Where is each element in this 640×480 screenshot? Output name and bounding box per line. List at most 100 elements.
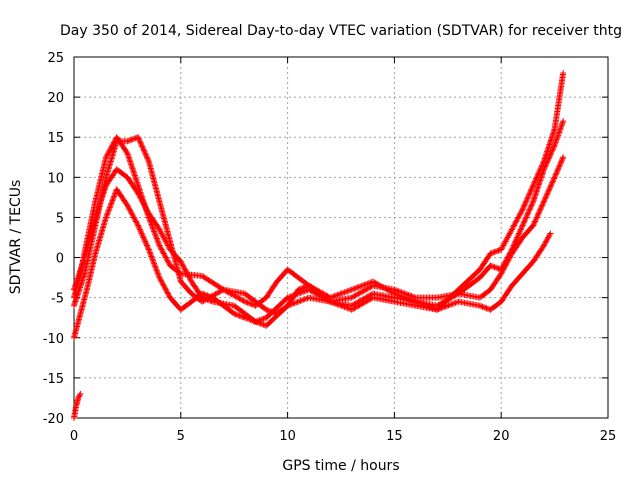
data-point <box>295 286 302 293</box>
data-point <box>530 221 537 228</box>
data-point <box>144 207 151 214</box>
data-point <box>502 238 509 245</box>
data-point <box>531 179 538 186</box>
data-point <box>449 300 456 307</box>
data-point <box>106 147 113 154</box>
data-point <box>540 199 547 206</box>
data-point <box>500 242 507 249</box>
data-point <box>508 226 515 233</box>
data-point <box>553 168 560 175</box>
data-point <box>241 298 248 305</box>
data-point <box>243 315 250 322</box>
data-point <box>161 251 168 258</box>
data-point <box>546 154 553 161</box>
data-point <box>448 301 455 308</box>
data-point <box>350 286 357 293</box>
data-point <box>445 302 452 309</box>
data-point <box>549 178 556 185</box>
data-point <box>257 320 264 327</box>
data-point <box>151 260 158 267</box>
data-point <box>124 138 131 145</box>
data-point <box>139 233 146 240</box>
data-point <box>506 231 513 238</box>
data-point <box>391 286 398 293</box>
data-point <box>552 172 559 179</box>
data-point <box>165 259 172 266</box>
data-point <box>129 136 136 143</box>
data-point <box>549 179 556 186</box>
data-point <box>545 234 552 241</box>
data-point <box>233 311 240 318</box>
data-point <box>558 122 565 129</box>
data-point <box>560 70 567 77</box>
data-point <box>164 258 171 265</box>
data-point <box>163 255 170 262</box>
data-point <box>149 256 156 263</box>
data-point <box>492 248 499 255</box>
data-point <box>558 158 565 165</box>
data-point <box>125 205 132 212</box>
data-point <box>480 304 487 311</box>
data-point <box>146 249 153 256</box>
data-point <box>525 209 532 216</box>
data-point <box>148 253 155 260</box>
data-point <box>146 247 153 254</box>
data-point <box>105 150 112 157</box>
data-point <box>297 285 304 292</box>
data-point <box>258 321 265 328</box>
data-point <box>537 206 544 213</box>
data-point <box>547 230 554 237</box>
data-point <box>137 194 144 201</box>
data-point <box>185 273 192 280</box>
data-point <box>543 160 550 167</box>
data-point <box>138 142 145 149</box>
data-point <box>152 232 159 239</box>
data-point <box>522 199 529 206</box>
data-point <box>130 214 137 221</box>
data-point <box>256 320 263 327</box>
data-point <box>559 156 566 163</box>
data-point <box>162 285 169 292</box>
data-point <box>555 132 562 139</box>
data-point <box>164 289 171 296</box>
data-point <box>354 284 361 291</box>
data-point <box>401 290 408 297</box>
data-point <box>407 292 414 299</box>
data-point <box>177 258 184 265</box>
data-point <box>135 191 142 198</box>
data-point <box>516 229 523 236</box>
data-point <box>265 307 272 314</box>
data-point <box>337 290 344 297</box>
data-point <box>402 290 409 297</box>
data-point <box>553 136 560 143</box>
data-point <box>542 239 549 246</box>
data-point <box>144 243 151 250</box>
data-point <box>269 309 276 316</box>
data-point <box>151 228 158 235</box>
y-tick-label: 20 <box>47 91 64 106</box>
data-point <box>441 304 448 311</box>
y-tick-label: 10 <box>47 171 64 186</box>
data-point <box>180 263 187 270</box>
data-point <box>392 287 399 294</box>
data-point <box>528 186 535 193</box>
data-point <box>499 243 506 250</box>
data-point <box>151 229 158 236</box>
data-point <box>508 247 515 254</box>
data-point <box>543 238 550 245</box>
data-point <box>135 134 142 141</box>
data-point <box>297 297 304 304</box>
data-point <box>521 201 528 208</box>
data-point <box>141 235 148 242</box>
data-point <box>148 222 155 229</box>
data-point <box>239 313 246 320</box>
x-tick-label: 15 <box>386 429 403 444</box>
data-point <box>248 301 255 308</box>
data-point <box>551 142 558 149</box>
data-point <box>557 125 564 132</box>
data-point <box>159 231 166 238</box>
data-point <box>141 237 148 244</box>
data-point <box>554 167 561 174</box>
data-point <box>243 299 250 306</box>
data-point <box>298 297 305 304</box>
